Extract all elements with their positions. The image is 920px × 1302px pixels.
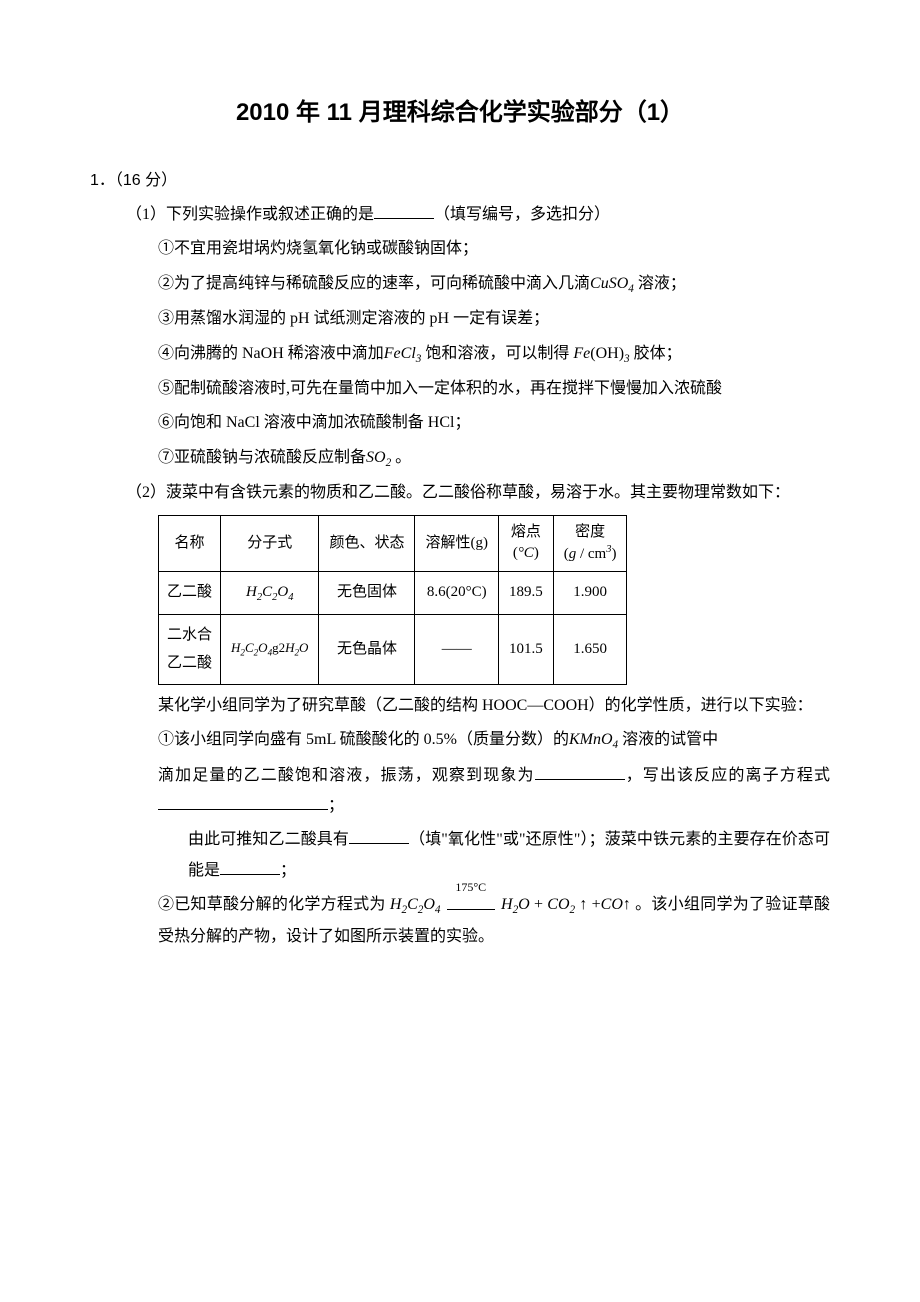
- th-formula: 分子式: [221, 515, 319, 571]
- part2-after-table: 某化学小组同学为了研究草酸（乙二酸的结构 HOOC—COOH）的化学性质，进行以…: [90, 691, 830, 721]
- cell-name-2: 二水合乙二酸: [159, 614, 221, 684]
- item-4a: ④向沸腾的 NaOH 稀溶液中滴加: [158, 345, 384, 362]
- item-7: ⑦亚硫酸钠与浓硫酸反应制备SO2 。: [90, 443, 830, 474]
- item-3: ③用蒸馏水润湿的 pH 试纸测定溶液的 pH 一定有误差；: [90, 304, 830, 334]
- formula-fecl3: FeCl3: [384, 345, 422, 362]
- item-7b: 。: [395, 449, 411, 466]
- sub-q1-d: ，写出该反应的离子方程式: [625, 767, 830, 784]
- part1-stem-a: （1）下列实验操作或叙述正确的是: [126, 206, 374, 223]
- item-2b: 溶液；: [638, 275, 686, 292]
- formula-so2: SO2: [366, 449, 391, 466]
- part1-stem-b: （填写编号，多选扣分）: [434, 206, 610, 223]
- formula-cuso4: CuSO4: [590, 275, 634, 292]
- th-dens: 密度 (g / cm3): [553, 515, 627, 571]
- cell-color-2: 无色晶体: [319, 614, 415, 684]
- part1-stem: （1）下列实验操作或叙述正确的是 （填写编号，多选扣分）: [90, 200, 830, 230]
- table-header-row: 名称 分子式 颜色、状态 溶解性(g) 熔点 (°C) 密度 (g / cm3): [159, 515, 627, 571]
- blank-valence: [220, 858, 280, 875]
- blank-phenomenon: [535, 763, 625, 780]
- sub-q1-line1: ①该小组同学向盛有 5mL 硫酸酸化的 0.5%（质量分数）的KMnO4 溶液的…: [90, 725, 830, 756]
- cell-sol-1: 8.6(20°C): [415, 571, 499, 614]
- item-7a: ⑦亚硫酸钠与浓硫酸反应制备: [158, 449, 366, 466]
- sub-q1-e: ；: [328, 797, 344, 814]
- page-title: 2010 年 11 月理科综合化学实验部分（1）: [90, 90, 830, 136]
- properties-table: 名称 分子式 颜色、状态 溶解性(g) 熔点 (°C) 密度 (g / cm3)…: [158, 515, 627, 685]
- item-4: ④向沸腾的 NaOH 稀溶液中滴加FeCl3 饱和溶液，可以制得 Fe(OH)3…: [90, 339, 830, 370]
- sub-q1-line2: 滴加足量的乙二酸饱和溶液，振荡，观察到现象为 ，写出该反应的离子方程式 ；: [90, 761, 830, 822]
- item-5: ⑤配制硫酸溶液时,可先在量筒中加入一定体积的水，再在搅拌下慢慢加入浓硫酸: [90, 374, 830, 404]
- th-name: 名称: [159, 515, 221, 571]
- cell-color-1: 无色固体: [319, 571, 415, 614]
- table-row: 乙二酸 H2C2O4 无色固体 8.6(20°C) 189.5 1.900: [159, 571, 627, 614]
- item-4c: 胶体；: [634, 345, 682, 362]
- sub-q1-a: ①该小组同学向盛有 5mL 硫酸酸化的 0.5%（质量分数）的: [158, 731, 569, 748]
- item-2: ②为了提高纯锌与稀硫酸反应的速率，可向稀硫酸中滴入几滴CuSO4 溶液；: [90, 269, 830, 300]
- cell-formula-2: H2C2O4g2H2O: [221, 614, 319, 684]
- formula-kmno4: KMnO4: [569, 731, 618, 748]
- th-color: 颜色、状态: [319, 515, 415, 571]
- sub-q1-fa: 由此可推知乙二酸具有: [188, 831, 349, 848]
- cell-mp-2: 101.5: [498, 614, 553, 684]
- item-4b: 饱和溶液，可以制得: [425, 345, 569, 362]
- formula-feoh3: Fe(OH)3: [573, 345, 629, 362]
- th-sol: 溶解性(g): [415, 515, 499, 571]
- part2-stem: （2）菠菜中有含铁元素的物质和乙二酸。乙二酸俗称草酸，易溶于水。其主要物理常数如…: [90, 478, 830, 508]
- item-2a: ②为了提高纯锌与稀硫酸反应的速率，可向稀硫酸中滴入几滴: [158, 275, 590, 292]
- cell-sol-2: ——: [415, 614, 499, 684]
- cell-dens-2: 1.650: [553, 614, 627, 684]
- table-row: 二水合乙二酸 H2C2O4g2H2O 无色晶体 —— 101.5 1.650: [159, 614, 627, 684]
- decomp-equation: H2C2O4 175°C H2O + CO2 ↑ +CO↑: [390, 896, 635, 913]
- cell-mp-1: 189.5: [498, 571, 553, 614]
- question-number: 1．（16 分）: [90, 166, 830, 196]
- item-6: ⑥向饱和 NaCl 溶液中滴加浓硫酸制备 HCl；: [90, 408, 830, 438]
- blank-ionic-eq: [158, 793, 328, 810]
- sub-q1-b: 溶液的试管中: [622, 731, 718, 748]
- th-mp: 熔点 (°C): [498, 515, 553, 571]
- sub-q1-c: 滴加足量的乙二酸饱和溶液，振荡，观察到现象为: [158, 767, 535, 784]
- item-1: ①不宜用瓷坩埚灼烧氢氧化钠或碳酸钠固体；: [90, 234, 830, 264]
- cell-formula-1: H2C2O4: [221, 571, 319, 614]
- blank-answer-1: [374, 202, 434, 219]
- cell-dens-1: 1.900: [553, 571, 627, 614]
- blank-oxred: [349, 827, 409, 844]
- sub-q2-a: ②已知草酸分解的化学方程式为: [158, 896, 386, 913]
- sub-q2: ②已知草酸分解的化学方程式为 H2C2O4 175°C H2O + CO2 ↑ …: [90, 890, 830, 952]
- sub-q1-fc: ；: [280, 862, 296, 879]
- cell-name-1: 乙二酸: [159, 571, 221, 614]
